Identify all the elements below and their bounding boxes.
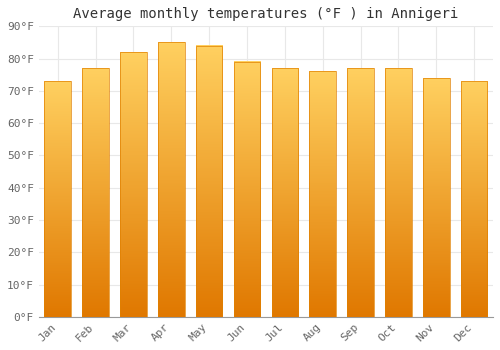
Bar bbox=[348, 68, 374, 317]
Bar bbox=[423, 78, 450, 317]
Bar bbox=[348, 68, 374, 317]
Bar bbox=[461, 81, 487, 317]
Title: Average monthly temperatures (°F ) in Annigeri: Average monthly temperatures (°F ) in An… bbox=[74, 7, 458, 21]
Bar bbox=[196, 46, 222, 317]
Bar bbox=[44, 81, 71, 317]
Bar bbox=[385, 68, 411, 317]
Bar bbox=[120, 52, 146, 317]
Bar bbox=[196, 46, 222, 317]
Bar bbox=[120, 52, 146, 317]
Bar bbox=[310, 71, 336, 317]
Bar bbox=[44, 81, 71, 317]
Bar bbox=[272, 68, 298, 317]
Bar bbox=[234, 62, 260, 317]
Bar bbox=[158, 42, 184, 317]
Bar bbox=[158, 42, 184, 317]
Bar bbox=[310, 71, 336, 317]
Bar bbox=[272, 68, 298, 317]
Bar bbox=[423, 78, 450, 317]
Bar bbox=[234, 62, 260, 317]
Bar bbox=[385, 68, 411, 317]
Bar bbox=[82, 68, 109, 317]
Bar bbox=[82, 68, 109, 317]
Bar bbox=[461, 81, 487, 317]
